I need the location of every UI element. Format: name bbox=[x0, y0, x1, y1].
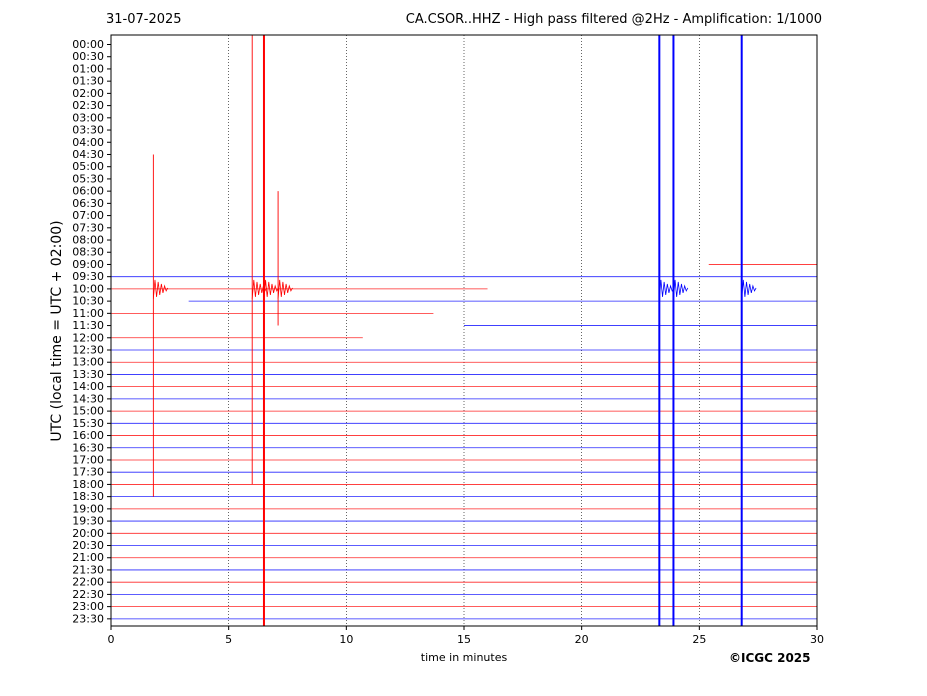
y-tick-label: 07:30 bbox=[72, 221, 104, 234]
y-tick-label: 17:00 bbox=[72, 453, 104, 466]
y-tick-label: 22:00 bbox=[72, 576, 104, 589]
y-tick-label: 09:30 bbox=[72, 270, 104, 283]
event-burst bbox=[741, 279, 757, 299]
y-tick-label: 00:30 bbox=[72, 50, 104, 63]
x-tick-label: 20 bbox=[575, 633, 589, 646]
y-tick-label: 08:30 bbox=[72, 246, 104, 259]
y-axis-label: UTC (local time = UTC + 02:00) bbox=[49, 220, 65, 442]
y-tick-label: 08:00 bbox=[72, 234, 104, 247]
y-tick-label: 16:00 bbox=[72, 429, 104, 442]
y-tick-label: 15:30 bbox=[72, 417, 104, 430]
y-tick-label: 21:00 bbox=[72, 551, 104, 564]
event-burst bbox=[658, 279, 675, 299]
date-label: 31-07-2025 bbox=[106, 12, 182, 27]
y-tick-label: 04:30 bbox=[72, 148, 104, 161]
y-tick-label: 12:00 bbox=[72, 331, 104, 344]
event-burst bbox=[673, 279, 689, 299]
trace-layer bbox=[111, 264, 817, 620]
event-layer bbox=[152, 35, 757, 626]
y-tick-label: 18:00 bbox=[72, 478, 104, 491]
y-tick-label: 01:00 bbox=[72, 62, 104, 75]
y-tick-label: 03:00 bbox=[72, 111, 104, 124]
y-tick-label: 19:30 bbox=[72, 515, 104, 528]
y-tick-label: 23:30 bbox=[72, 612, 104, 625]
x-tick-label: 30 bbox=[810, 633, 824, 646]
x-tick-label: 0 bbox=[108, 633, 115, 646]
x-axis: 0 5 10 15 20 25 30 bbox=[108, 626, 824, 646]
grid-layer bbox=[228, 35, 700, 626]
y-tick-label: 05:30 bbox=[72, 172, 104, 185]
y-tick-label: 06:00 bbox=[72, 185, 104, 198]
y-tick-label: 13:00 bbox=[72, 356, 104, 369]
x-tick-label: 15 bbox=[457, 633, 471, 646]
chart-title: CA.CSOR..HHZ - High pass filtered @2Hz -… bbox=[405, 12, 822, 27]
copyright: ©ICGC 2025 bbox=[729, 651, 811, 665]
x-tick-label: 5 bbox=[225, 633, 232, 646]
y-tick-label: 19:00 bbox=[72, 502, 104, 515]
y-tick-label: 06:30 bbox=[72, 197, 104, 210]
y-tick-label: 14:00 bbox=[72, 380, 104, 393]
x-tick-label: 10 bbox=[339, 633, 353, 646]
y-tick-label: 21:30 bbox=[72, 563, 104, 576]
y-tick-label: 13:30 bbox=[72, 368, 104, 381]
y-tick-label: 10:30 bbox=[72, 295, 104, 308]
y-tick-label: 20:00 bbox=[72, 527, 104, 540]
x-tick-label: 25 bbox=[692, 633, 706, 646]
y-tick-label: 12:30 bbox=[72, 344, 104, 357]
event-burst bbox=[152, 279, 169, 299]
y-tick-label: 23:00 bbox=[72, 600, 104, 613]
y-tick-label: 04:00 bbox=[72, 136, 104, 149]
y-tick-label: 09:00 bbox=[72, 258, 104, 271]
y-tick-label: 11:00 bbox=[72, 307, 104, 320]
y-tick-label: 14:30 bbox=[72, 392, 104, 405]
y-tick-label: 03:30 bbox=[72, 124, 104, 137]
y-tick-label: 07:00 bbox=[72, 209, 104, 222]
event-burst bbox=[263, 279, 279, 299]
y-tick-label: 02:00 bbox=[72, 87, 104, 100]
y-tick-label: 00:00 bbox=[72, 38, 104, 51]
y-tick-label: 02:30 bbox=[72, 99, 104, 112]
event-burst bbox=[277, 279, 293, 299]
plot-frame bbox=[110, 34, 818, 627]
y-tick-label: 16:30 bbox=[72, 441, 104, 454]
x-axis-label: time in minutes bbox=[420, 651, 508, 664]
y-tick-label: 18:30 bbox=[72, 490, 104, 503]
y-axis: 00:0000:3001:0001:3002:0002:3003:0003:30… bbox=[72, 38, 111, 625]
y-tick-label: 20:30 bbox=[72, 539, 104, 552]
y-tick-label: 05:00 bbox=[72, 160, 104, 173]
y-tick-label: 15:00 bbox=[72, 405, 104, 418]
y-tick-label: 10:00 bbox=[72, 282, 104, 295]
y-tick-label: 01:30 bbox=[72, 75, 104, 88]
y-tick-label: 11:30 bbox=[72, 319, 104, 332]
y-tick-label: 17:30 bbox=[72, 466, 104, 479]
y-tick-label: 22:30 bbox=[72, 588, 104, 601]
